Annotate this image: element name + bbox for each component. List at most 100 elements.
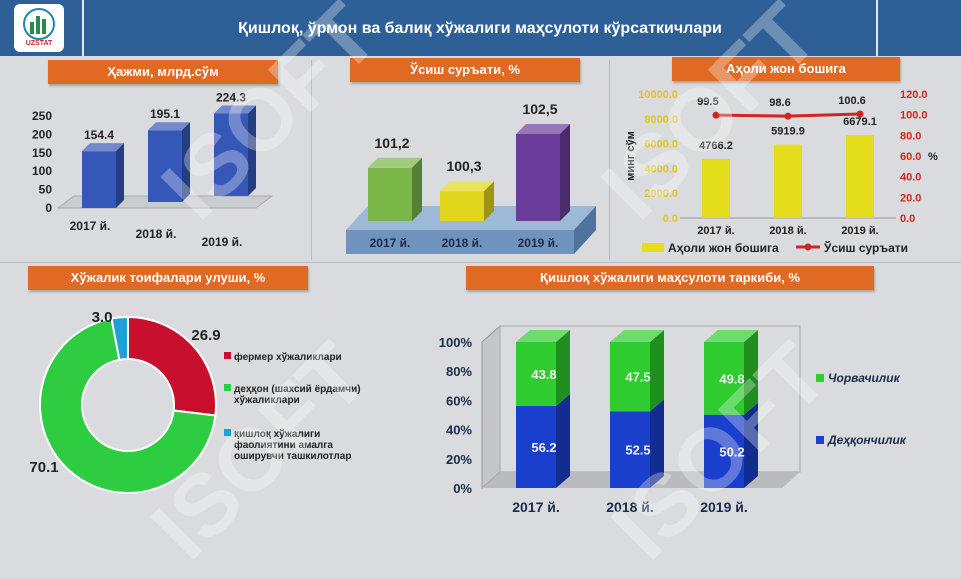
line-label: 100.6 — [838, 95, 866, 107]
x-tick-label: 2019 й. — [700, 499, 748, 515]
growth-chart: 101,2 2017 й. 100,3 2018 й. 102,5 2019 й. — [346, 101, 596, 254]
y-tick-label: 40% — [446, 423, 472, 438]
legend-label: Деҳқончилик — [827, 433, 907, 447]
page-title: Қишлоқ, ўрмон ва балиқ хўжалиги маҳсулот… — [238, 20, 722, 37]
bar — [846, 135, 874, 218]
data-label: 100,3 — [446, 158, 481, 174]
bar-top — [516, 330, 570, 342]
x-tick-label: 2017 й. — [697, 225, 734, 237]
divider-h — [0, 262, 961, 263]
bar-segment-side — [744, 330, 758, 415]
bar-side — [484, 181, 494, 221]
y-tick-label: 10000.0 — [638, 89, 678, 101]
bar-segment — [704, 342, 744, 415]
data-label: 56.2 — [531, 440, 556, 455]
bar-segment-side — [744, 402, 758, 488]
x-tick-label: 2018 й. — [769, 225, 806, 237]
header-bar: UZSTAT Қишлоқ, ўрмон ва балиқ хўжалиги м… — [0, 0, 961, 56]
data-label: 52.5 — [625, 443, 650, 458]
structure-stacked-chart: 0% 20% 40% 60% 80% 100% 56.2 43.8 2017 й. 52.5 47.… — [439, 324, 907, 515]
data-label: 50.2 — [719, 444, 744, 459]
y2-tick-label: 60.0 — [900, 151, 921, 163]
y2-tick-label: 40.0 — [900, 172, 921, 184]
x-tick-label: 2018 й. — [442, 236, 483, 250]
data-label: 224.3 — [216, 90, 246, 104]
legend-label: деҳқон (шахсий ёрдамчи) хўжаликлари — [234, 384, 361, 406]
panel-title-per-capita: Аҳоли жон бошига — [672, 57, 900, 81]
line-label: 99.5 — [697, 96, 718, 108]
bar-side — [412, 157, 422, 221]
header-divider-right — [876, 0, 878, 56]
y-tick-label: 8000.0 — [644, 114, 678, 126]
bar-segment-side — [650, 330, 664, 412]
bar-top — [704, 330, 758, 342]
donut-slice — [110, 315, 129, 361]
y2-tick-label: 120.0 — [900, 89, 928, 101]
bar-segment — [516, 405, 556, 488]
line-label: 98.6 — [769, 97, 790, 109]
y-tick-label: 0% — [453, 481, 472, 496]
data-label: 5919.9 — [771, 126, 805, 138]
data-label: 154.4 — [84, 128, 114, 142]
data-label: 102,5 — [522, 101, 557, 117]
y2-tick-label: 20.0 — [900, 192, 921, 204]
line-marker — [712, 111, 720, 119]
legend-swatch-bar — [642, 243, 664, 252]
bar — [214, 113, 248, 196]
bar-segment — [516, 342, 556, 406]
bar-top — [148, 122, 190, 131]
bar — [82, 151, 116, 208]
data-label: 47.5 — [625, 370, 650, 385]
x-tick-label: 2017 й. — [512, 499, 560, 515]
bar-side — [182, 122, 190, 202]
donut-slice — [39, 317, 217, 494]
y-axis-label: минг сўм — [625, 131, 637, 181]
y-tick-label: 80% — [446, 364, 472, 379]
y-tick-label: 0 — [45, 201, 52, 215]
y-tick-label: 150 — [32, 146, 52, 160]
y-tick-label: 60% — [446, 393, 472, 408]
bar-top — [82, 143, 124, 152]
y-tick-label: 250 — [32, 109, 52, 123]
legend-label: қишлоқ хўжалиги фаолиятини амалга оширувчи… — [234, 428, 351, 462]
y-tick-label: 20% — [446, 452, 472, 467]
platform-front — [346, 230, 574, 254]
bar-top — [368, 157, 422, 168]
data-label: 49.8 — [719, 371, 744, 386]
uzstat-logo — [14, 4, 64, 52]
legend-label: Чорвачилик — [828, 371, 901, 385]
per-capita-chart: 0.0 2000.0 4000.0 6000.0 8000.0 10000.0 0.0 20.… — [625, 89, 938, 255]
x-tick-label: 2019 й. — [841, 225, 878, 237]
y2-tick-label: 100.0 — [900, 110, 928, 122]
volume-chart: 0 50 100 150 200 250 154.4 2017 й. 195.1 2018 й. 2… — [32, 90, 274, 249]
panel-title-volume: Ҳажми, млрд.сўм — [48, 60, 278, 84]
shares-donut-chart: 26.9 70.1 3.0 фермер хўжаликлари деҳқон (шах… — [29, 309, 361, 494]
bar-segment-side — [650, 399, 664, 488]
x-tick-label: 2018 й. — [136, 227, 177, 241]
data-label: 4766.2 — [699, 140, 733, 152]
bar — [774, 144, 802, 218]
y-tick-label: 4000.0 — [644, 163, 678, 175]
y2-tick-label: 0.0 — [900, 213, 915, 225]
data-label: 70.1 — [29, 459, 58, 476]
panel-title-structure: Қишлоқ хўжалиги маҳсулоти таркиби, % — [466, 266, 874, 290]
legend-label: Аҳоли жон бошига — [668, 241, 779, 255]
data-label: 195.1 — [150, 107, 180, 121]
divider-2 — [609, 60, 610, 260]
panel-title-shares: Хўжалик тоифалари улуши, % — [28, 266, 308, 290]
bar-top — [516, 124, 570, 134]
x-tick-label: 2017 й. — [70, 219, 111, 233]
x-tick-label: 2019 й. — [518, 236, 559, 250]
legend-swatch — [816, 374, 824, 382]
bar — [440, 191, 484, 221]
bar-top — [610, 330, 664, 342]
legend-label: Ўсиш суръати — [823, 240, 908, 255]
y-tick-label: 100 — [32, 164, 52, 178]
header-divider-left — [82, 0, 84, 56]
panel-title-growth: Ўсиш суръати, % — [350, 58, 580, 82]
bar-top — [440, 181, 494, 192]
bar — [516, 134, 560, 221]
legend-swatch — [224, 384, 231, 391]
line-marker — [856, 110, 864, 118]
y-tick-label: 6000.0 — [644, 139, 678, 151]
